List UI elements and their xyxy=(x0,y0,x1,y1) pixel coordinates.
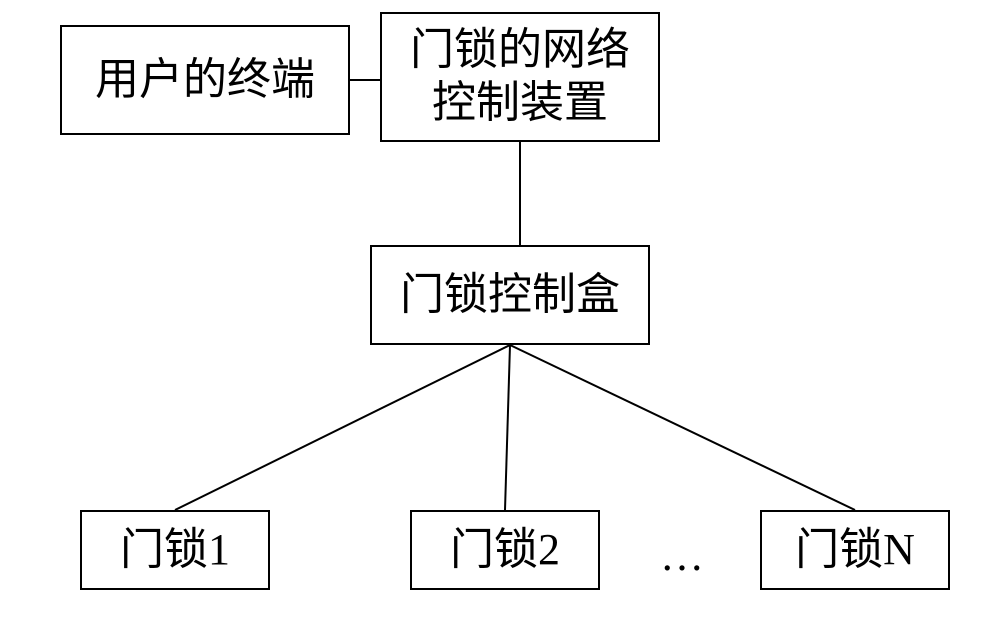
node-lock-n-label: 门锁N xyxy=(795,524,915,577)
node-lock-2: 门锁2 xyxy=(410,510,600,590)
node-network-controller: 门锁的网络控制装置 xyxy=(380,12,660,142)
node-lock-n: 门锁N xyxy=(760,510,950,590)
ellipsis-label: … xyxy=(660,531,704,580)
node-network-controller-label: 门锁的网络控制装置 xyxy=(410,24,630,130)
node-user-terminal: 用户的终端 xyxy=(60,25,350,135)
node-user-terminal-label: 用户的终端 xyxy=(95,54,315,107)
diagram-canvas: 用户的终端 门锁的网络控制装置 门锁控制盒 门锁1 门锁2 门锁N … xyxy=(0,0,1000,643)
node-lock-1-label: 门锁1 xyxy=(120,524,230,577)
node-lock-2-label: 门锁2 xyxy=(450,524,560,577)
node-control-box-label: 门锁控制盒 xyxy=(400,269,620,322)
node-lock-1: 门锁1 xyxy=(80,510,270,590)
node-control-box: 门锁控制盒 xyxy=(370,245,650,345)
ellipsis-text: … xyxy=(660,530,704,581)
